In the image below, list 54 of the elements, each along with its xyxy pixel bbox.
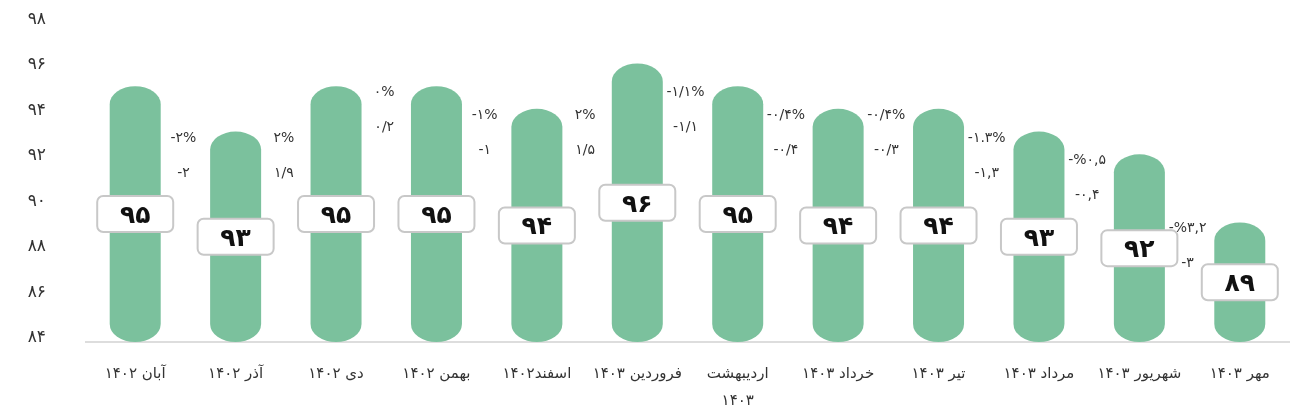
annotation: -۰/۴% bbox=[766, 105, 805, 122]
annotation: ۰% bbox=[373, 83, 395, 100]
annotation: -۱.۳% bbox=[967, 128, 1006, 145]
y-tick-label: ۹۸ bbox=[27, 8, 46, 28]
x-tick-label: آبان ۱۴۰۲ bbox=[104, 364, 167, 382]
data-label: ۹۶ bbox=[622, 188, 653, 218]
data-label: ۹۳ bbox=[220, 222, 251, 252]
annotation: -۱/۱% bbox=[666, 83, 705, 100]
data-label: ۹۵ bbox=[421, 200, 452, 230]
y-tick-label: ۸۶ bbox=[27, 280, 46, 301]
x-tick-label: اردیبهشت ۱۴۰۳ bbox=[706, 364, 769, 409]
data-label: ۹۴ bbox=[521, 211, 553, 241]
x-tick-label: مرداد ۱۴۰۳ bbox=[1003, 364, 1075, 382]
x-tick-label: بهمن ۱۴۰۲ bbox=[402, 364, 471, 382]
data-label: ۹۵ bbox=[119, 200, 151, 230]
annotation: -۳ bbox=[1181, 254, 1195, 271]
annotation: ۲% bbox=[574, 105, 596, 122]
annotation: -۱% bbox=[471, 105, 498, 122]
annotation: -۰/۴% bbox=[867, 105, 906, 122]
annotation: -%۰,۵ bbox=[1068, 151, 1107, 168]
x-tick-label: اسفند۱۴۰۲ bbox=[502, 364, 572, 382]
x-tick-label: تیر ۱۴۰۳ bbox=[911, 364, 966, 382]
annotation: -۱ bbox=[478, 140, 491, 157]
annotation: -%۳,۲ bbox=[1168, 219, 1207, 236]
data-label: ۹۲ bbox=[1124, 234, 1155, 264]
data-label: ۹۵ bbox=[320, 200, 352, 230]
annotation: ۲% bbox=[273, 128, 295, 145]
x-tick-label: شهریور ۱۴۰۳ bbox=[1097, 364, 1182, 382]
annotation: -۰/۴ bbox=[773, 140, 799, 157]
annotation: ۱/۹ bbox=[273, 163, 294, 180]
y-tick-label: ۸۸ bbox=[27, 235, 46, 256]
x-tick-label: خرداد ۱۴۰۳ bbox=[802, 364, 875, 382]
data-label: ۹۴ bbox=[822, 211, 854, 241]
annotation: ۱/۵ bbox=[575, 140, 595, 157]
annotation: -۲ bbox=[177, 163, 190, 180]
y-tick-label: ۹۶ bbox=[27, 53, 46, 74]
annotation: -۲% bbox=[170, 128, 197, 145]
annotation: -۰/۳ bbox=[873, 140, 900, 157]
data-label: ۹۳ bbox=[1023, 222, 1055, 252]
annotation: -۰,۴ bbox=[1074, 186, 1100, 203]
data-label: ۹۴ bbox=[923, 211, 954, 241]
y-tick-label: ۸۴ bbox=[27, 326, 46, 346]
x-tick-label: مهر ۱۴۰۳ bbox=[1209, 364, 1270, 382]
annotation: -۱,۳ bbox=[974, 163, 1000, 180]
y-tick-label: ۹۴ bbox=[27, 98, 46, 119]
data-label: ۹۵ bbox=[722, 200, 753, 230]
annotation: ۰/۲ bbox=[374, 118, 395, 135]
y-tick-label: ۹۲ bbox=[27, 144, 46, 165]
x-tick-label: آذر ۱۴۰۲ bbox=[208, 364, 264, 382]
y-tick-label: ۹۰ bbox=[27, 189, 46, 210]
x-tick-label: دی ۱۴۰۲ bbox=[308, 364, 364, 382]
annotation: -۱/۱ bbox=[673, 118, 698, 135]
data-label: ۸۹ bbox=[1224, 268, 1256, 298]
x-tick-label: فروردین ۱۴۰۳ bbox=[592, 364, 682, 382]
